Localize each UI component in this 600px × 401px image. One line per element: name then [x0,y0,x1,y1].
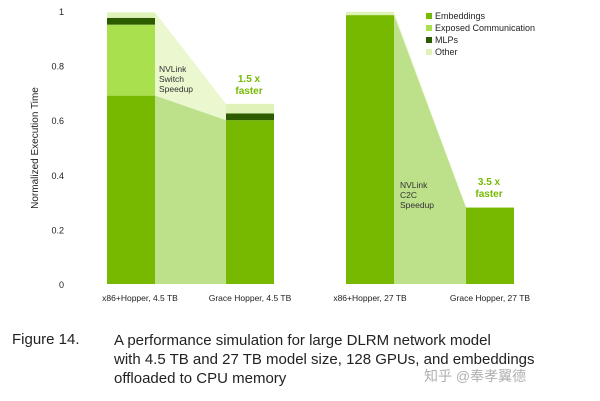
legend-swatch [426,37,432,43]
x-tick-label: Grace Hopper, 4.5 TB [209,293,292,303]
bar-segment [107,12,155,18]
y-tick-label: 0.8 [51,62,64,72]
y-tick-label: 0.2 [51,225,64,235]
speedup-value-label: faster [235,86,262,97]
caption-line: offloaded to CPU memory [114,370,287,387]
y-tick-label: 0 [59,280,64,290]
speedup-value-label: 3.5 x [478,177,501,188]
x-tick-label: x86+Hopper, 4.5 TB [102,293,178,303]
caption-text: A performance simulation for large DLRM … [114,331,584,388]
speedup-band-lower [394,15,466,284]
bar-segment [107,17,155,25]
legend-label: Other [435,47,458,57]
legend-label: MLPs [435,35,459,45]
y-tick-label: 0.6 [51,116,64,126]
bar-segment [226,120,274,284]
speedup-annotation: NVLink [400,180,428,190]
x-tick-label: x86+Hopper, 27 TB [333,293,407,303]
speedup-annotation: C2C [400,190,417,200]
bar-segment [346,15,394,284]
legend-swatch [426,25,432,31]
bar-segment [107,24,155,96]
bar-segment [107,95,155,284]
speedup-value-label: 1.5 x [238,74,261,85]
y-tick-label: 1 [59,7,64,17]
speedup-annotation: Speedup [400,200,434,210]
legend-label: Exposed Communication [435,23,535,33]
y-tick-label: 0.4 [51,171,64,181]
chart: 0 0.2 0.4 0.6 0.8 1 Normalized Execution Time x… [30,7,535,303]
speedup-value-label: faster [475,189,502,200]
caption-line: with 4.5 TB and 27 TB model size, 128 GP… [114,351,535,368]
caption-label: Figure 14. [12,331,80,348]
legend-swatch [426,49,432,55]
speedup-annotation: Speedup [159,84,193,94]
bar-segment [466,207,514,284]
speedup-band-lower [155,95,226,284]
watermark-text: 知乎 @奉孝翼德 [424,368,527,384]
x-tick-label: Grace Hopper, 27 TB [450,293,530,303]
bar-segment [226,103,274,114]
legend-label: Embeddings [435,11,486,21]
legend-swatch [426,13,432,19]
caption-line: A performance simulation for large DLRM … [114,332,491,349]
y-axis-label: Normalized Execution Time [30,87,41,209]
bar-segment [346,11,394,16]
bar-segment [226,113,274,121]
speedup-annotation: NVLink [159,64,187,74]
speedup-annotation: Switch [159,74,184,84]
